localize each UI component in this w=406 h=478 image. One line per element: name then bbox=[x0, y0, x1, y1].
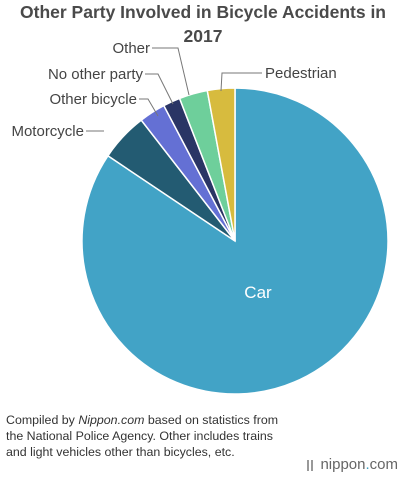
brand-name: nippon.com bbox=[320, 456, 398, 473]
slice-label-pedestrian: Pedestrian bbox=[265, 65, 337, 82]
leader-lines bbox=[86, 47, 262, 132]
footnote-prefix: Compiled by bbox=[6, 413, 79, 427]
leader-line-pedestrian bbox=[220, 72, 262, 92]
brand-mark-icon bbox=[306, 458, 316, 472]
slice-labels: Car Motorcycle Other bicycle No other party… bbox=[11, 40, 336, 302]
brand-logo: nippon.com bbox=[306, 456, 398, 473]
leader-line-no-other-party bbox=[145, 73, 174, 105]
leader-line-other-bicycle bbox=[139, 98, 159, 117]
leader-line-other bbox=[152, 47, 190, 96]
slice-label-other-bicycle: Other bicycle bbox=[49, 91, 137, 108]
footnote-suffix: based on statistics from the National Po… bbox=[6, 413, 279, 459]
slice-label-motorcycle: Motorcycle bbox=[11, 123, 84, 140]
slice-label-no-other-party: No other party bbox=[48, 66, 144, 83]
pie-slices bbox=[81, 87, 389, 395]
footnote-source: Nippon.com bbox=[78, 413, 145, 427]
slice-label-other: Other bbox=[112, 40, 150, 57]
chart-title: Other Party Involved in Bicycle Accident… bbox=[20, 2, 386, 46]
slice-label-car: Car bbox=[244, 283, 272, 302]
source-footnote: Compiled by Nippon.com based on statisti… bbox=[6, 412, 286, 460]
